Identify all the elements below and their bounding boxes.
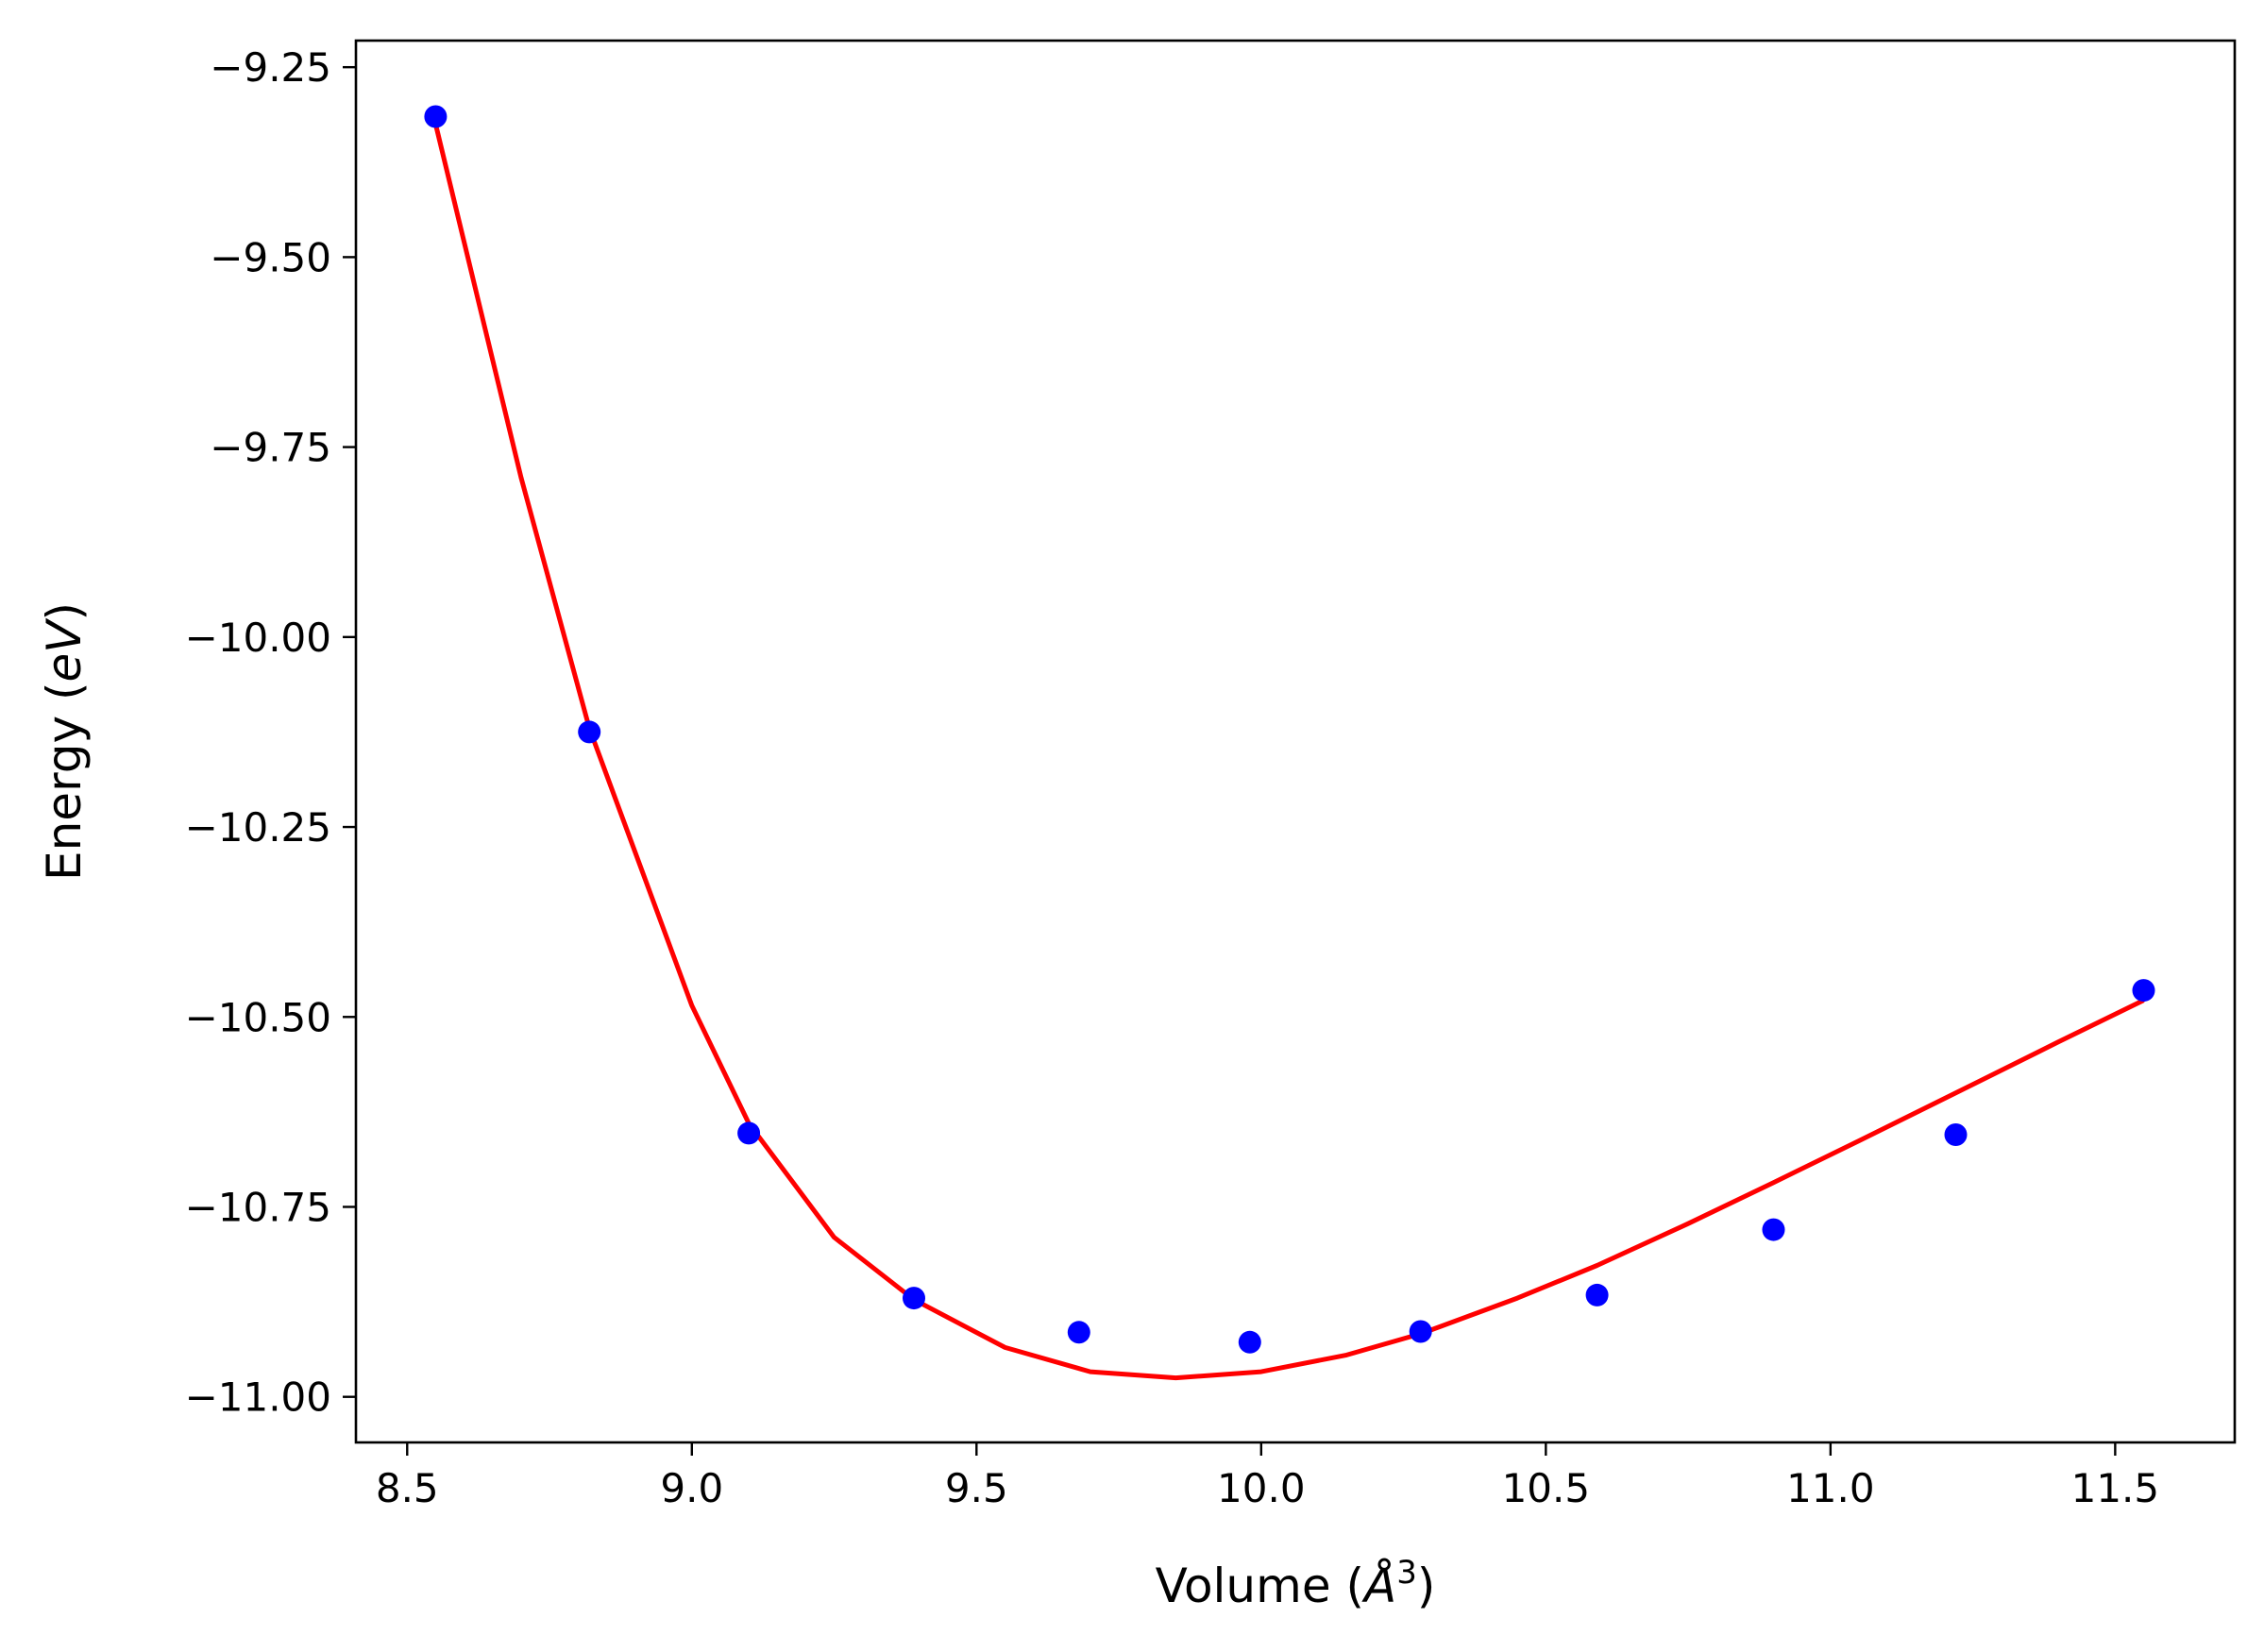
y-axis-ticks: −9.25 −9.50 −9.75 −10.00 −10.25 −10.50 −10.75 −… bbox=[185, 44, 356, 1421]
x-axis-label: Volume (Å3) bbox=[1156, 1554, 1436, 1613]
data-points-layer bbox=[424, 105, 2155, 1354]
data-point bbox=[1409, 1320, 1432, 1343]
y-tick-label: −11.00 bbox=[185, 1374, 331, 1421]
data-point bbox=[737, 1121, 761, 1145]
y-tick-label: −9.50 bbox=[210, 234, 331, 280]
x-tick-label: 10.5 bbox=[1502, 1465, 1591, 1511]
x-tick-label: 9.0 bbox=[660, 1465, 723, 1511]
data-point bbox=[1238, 1330, 1261, 1354]
data-point bbox=[578, 720, 601, 744]
data-point bbox=[1762, 1218, 1785, 1241]
x-tick-label: 8.5 bbox=[376, 1465, 439, 1511]
x-tick-label: 10.0 bbox=[1217, 1465, 1306, 1511]
y-tick-label: −10.75 bbox=[185, 1184, 331, 1230]
y-axis-label: Energy (eV) bbox=[37, 602, 92, 881]
x-tick-label: 11.5 bbox=[2071, 1465, 2160, 1511]
x-axis-ticks: 8.5 9.0 9.5 10.0 10.5 11.0 11.5 bbox=[376, 1442, 2159, 1511]
fit-curve-layer bbox=[432, 123, 2145, 1381]
plot-area-frame bbox=[354, 39, 2237, 1444]
data-point bbox=[1585, 1283, 1609, 1306]
x-tick-label: 9.5 bbox=[945, 1465, 1008, 1511]
y-tick-label: −10.25 bbox=[185, 804, 331, 851]
y-tick-label: −10.00 bbox=[185, 615, 331, 661]
y-tick-label: −9.75 bbox=[210, 425, 331, 471]
y-tick-label: −10.50 bbox=[185, 994, 331, 1040]
x-tick-label: 11.0 bbox=[1786, 1465, 1875, 1511]
y-tick-label: −9.25 bbox=[210, 44, 331, 91]
data-point bbox=[903, 1287, 925, 1310]
data-point bbox=[1944, 1123, 1968, 1146]
data-point bbox=[1067, 1321, 1090, 1344]
data-point bbox=[2132, 979, 2155, 1003]
data-point bbox=[424, 105, 448, 128]
fit-curve bbox=[432, 123, 2145, 1381]
